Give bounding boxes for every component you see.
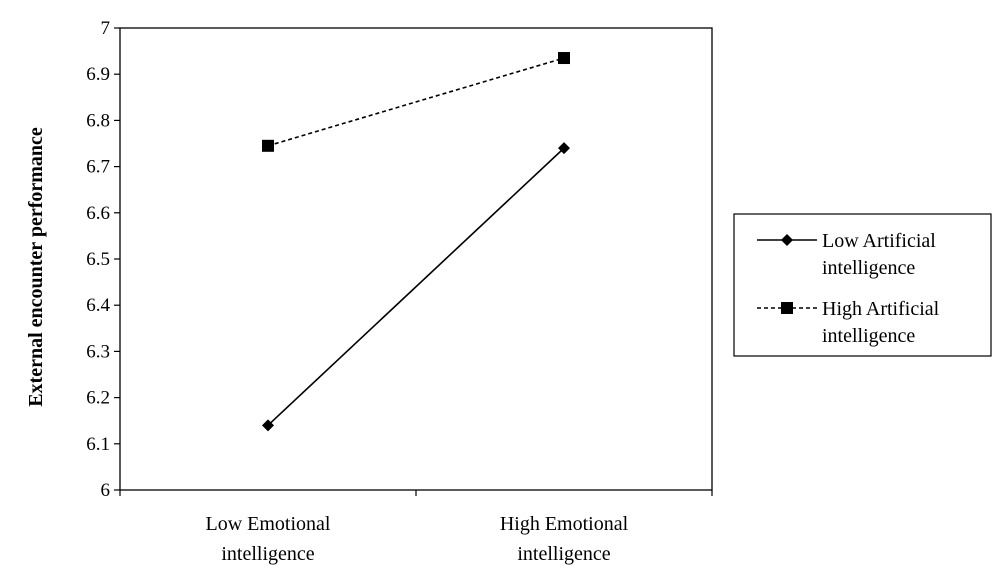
data-point [558, 52, 570, 65]
x-category-label-line: Low Emotional [206, 513, 331, 535]
y-tick-label: 6.7 [86, 157, 110, 178]
legend-marker [781, 234, 793, 246]
legend-box [733, 213, 992, 357]
legend-label-line: intelligence [822, 325, 915, 347]
data-point [558, 142, 570, 155]
x-category-label: Low Emotional intelligence [206, 513, 331, 565]
series-low-artificial-intelligence [262, 142, 570, 432]
series-high-artificial-intelligence [262, 52, 570, 152]
y-tick-label: 6.3 [86, 341, 110, 362]
legend-label-line: intelligence [822, 257, 915, 279]
legend-label: Low Artificial intelligence [822, 230, 936, 279]
x-category-label: High Emotional intelligence [500, 513, 629, 565]
legend-label-line: Low Artificial [822, 230, 936, 252]
legend-item: Low Artificial intelligence [757, 230, 936, 279]
legend-label: High Artificial intelligence [822, 298, 940, 347]
legend-label-line: High Artificial [822, 298, 940, 320]
y-tick-label: 6.9 [86, 64, 110, 85]
legend-marker [781, 302, 793, 314]
x-category-label-line: intelligence [517, 543, 610, 565]
y-tick-label: 6.2 [86, 388, 110, 409]
y-tick-label: 7 [101, 18, 111, 39]
y-tick-label: 6.8 [86, 110, 110, 131]
series-line [267, 57, 565, 147]
y-tick-label: 6.6 [86, 203, 110, 224]
series-layer [262, 52, 570, 432]
data-point [262, 419, 274, 432]
y-tick-label: 6.1 [86, 434, 110, 455]
series-line [267, 147, 565, 426]
plot-frame [119, 27, 713, 491]
y-tick-label: 6.5 [86, 249, 110, 270]
data-point [262, 139, 274, 152]
y-axis-label: External encounter performance [25, 127, 47, 407]
x-category-label-line: intelligence [221, 543, 314, 565]
legend-item: High Artificial intelligence [757, 298, 940, 347]
y-tick-label: 6.4 [86, 295, 110, 316]
y-tick-label: 6 [101, 480, 111, 501]
x-axis: Low Emotional intelligence High Emotional i… [119, 490, 713, 565]
plot-area-border [119, 27, 713, 491]
x-category-label-line: High Emotional [500, 513, 629, 535]
y-axis: 6 6.1 6.2 6.3 6.4 6.5 6.6 6.7 6.8 6.9 7 [86, 18, 120, 501]
